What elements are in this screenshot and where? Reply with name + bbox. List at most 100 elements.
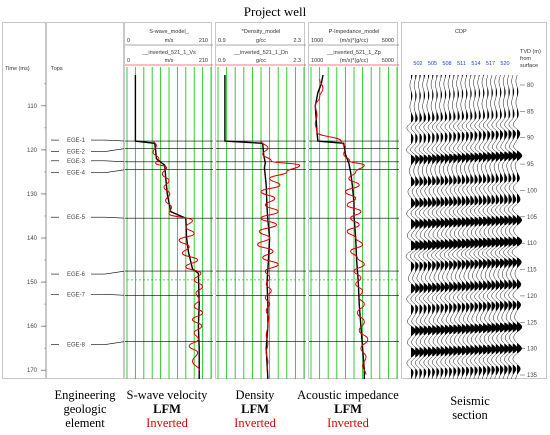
seismic-lobe — [487, 259, 492, 269]
seismic-lobe — [466, 281, 471, 291]
seismic-lobe — [508, 109, 511, 118]
seismic-lobe — [495, 323, 501, 333]
seismic-lobe — [470, 89, 472, 98]
time-tick-label: 140 — [27, 236, 38, 242]
seismic-lobe — [423, 155, 428, 164]
seismic-lobe — [500, 301, 504, 311]
seismic-lobe — [517, 130, 520, 139]
seismic-lobe — [457, 303, 461, 313]
seismic-lobe — [504, 280, 509, 289]
seismic-lobe — [504, 87, 506, 97]
seismic-lobe — [419, 75, 421, 79]
lfm-curve — [314, 74, 365, 379]
tvd-tick-label: 95 — [527, 162, 534, 168]
seismic-lobe — [508, 365, 512, 375]
caption-seismic: Seismic section — [450, 394, 490, 422]
caption-tops: Engineering geologic element — [54, 388, 116, 430]
seismic-lobe — [487, 302, 491, 312]
seismic-lobe — [487, 345, 492, 354]
seismic-lobe — [423, 198, 428, 207]
seismic-lobe — [517, 258, 522, 268]
time-tick-label: 120 — [27, 148, 38, 154]
seismic-lobe — [508, 194, 512, 204]
rho-inv-max: 2.3 — [293, 58, 301, 64]
caption-rho-lfm: LFM — [241, 402, 269, 416]
seismic-lobe — [457, 111, 460, 120]
seismic-lobe — [427, 368, 431, 378]
seismic-lobe — [432, 261, 436, 271]
seismic-lobe — [512, 279, 517, 289]
seismic-lobe — [453, 239, 459, 249]
seismic-lobe — [423, 240, 429, 250]
vs-model-max: 210 — [198, 38, 208, 44]
seismic-lobe — [436, 325, 442, 335]
seismic-lobe — [466, 367, 469, 376]
seismic-lobe — [478, 88, 480, 98]
seismic-lobe — [436, 261, 440, 271]
seismic-lobe — [495, 259, 500, 268]
seismic-lobe — [466, 110, 468, 120]
lfm-curve — [134, 75, 200, 379]
seismic-lobe — [461, 260, 466, 270]
seismic-lobe — [457, 324, 463, 334]
seismic-lobe — [423, 326, 429, 335]
seismic-lobe — [461, 239, 467, 248]
seismic-lobe — [427, 326, 433, 335]
caption-rho-title: Density — [235, 388, 275, 402]
seismic-lobe — [411, 348, 416, 357]
vs-inv-unit: m/s — [164, 58, 174, 64]
seismic-lobe — [449, 90, 451, 99]
seismic-lobe — [415, 219, 420, 229]
time-axis: 110 120 130 140 150 160 170 — [27, 83, 47, 374]
rho-model-label: *Density_model — [241, 29, 281, 35]
seismic-lobe — [444, 346, 450, 356]
seismic-lobe — [491, 344, 497, 354]
seismic-lobe — [440, 197, 445, 207]
seismic-lobe — [500, 365, 504, 375]
tvd-tick-label: 135 — [527, 373, 538, 379]
seismic-lobe — [449, 239, 455, 249]
seismic-lobe — [415, 198, 420, 208]
zp-model-label: P-Impedance_model — [328, 29, 380, 35]
seismic-lobe — [427, 133, 431, 143]
seismic-lobe — [411, 284, 416, 293]
seismic-lobe — [453, 111, 456, 121]
seismic-lobe — [440, 133, 443, 142]
seismic-lobe — [470, 260, 475, 269]
seismic-lobe — [504, 323, 510, 332]
seismic-lobe — [461, 89, 463, 99]
seismic-lobe — [483, 217, 488, 226]
top-connector — [104, 216, 125, 219]
seismic-lobe — [470, 196, 474, 205]
zp-inv-unit: (m/s)*(g/cc) — [339, 58, 369, 64]
seismic-lobe — [491, 280, 496, 290]
impedance-track: P-Impedance_model 1000 (m/s)*(g/cc) 5000… — [308, 22, 399, 379]
seismic-lobe — [427, 75, 429, 79]
seismic-lobe — [495, 109, 498, 119]
caption-zp-lfm: LFM — [334, 402, 362, 416]
seismic-lobe — [495, 366, 499, 375]
seismic-lobe — [517, 301, 521, 310]
seismic-lobe — [419, 369, 422, 378]
seismic-lobe — [453, 175, 457, 185]
seismic-lobe — [423, 347, 429, 357]
seismic-lobe — [512, 215, 518, 225]
seismic-lobe — [470, 110, 473, 120]
seismic-lobe — [470, 132, 473, 141]
caption-zp-title: Acoustic impedance — [297, 388, 399, 402]
seismic-lobe — [436, 368, 439, 378]
seismic-lobe — [474, 89, 476, 98]
seismic-lobe — [500, 323, 505, 332]
seismic-lobe — [411, 134, 414, 144]
top-label: EGE-6 — [67, 272, 86, 278]
seismic-lobe — [474, 345, 480, 355]
seismic-lobe — [436, 218, 442, 228]
time-panel: Time (ms) 110 120 130 140 150 160 170 — [2, 22, 47, 379]
top-label: EGE-3 — [67, 159, 86, 165]
seismic-section: 502 505 508 511 514 517 520 80 85 90 95 100 105 110 11… — [405, 61, 538, 380]
seismic-lobe — [432, 154, 437, 164]
top-connector — [104, 148, 125, 152]
vs-inv-max: 210 — [198, 58, 208, 64]
seismic-lobe — [517, 343, 522, 353]
time-tick-label: 170 — [27, 368, 38, 374]
